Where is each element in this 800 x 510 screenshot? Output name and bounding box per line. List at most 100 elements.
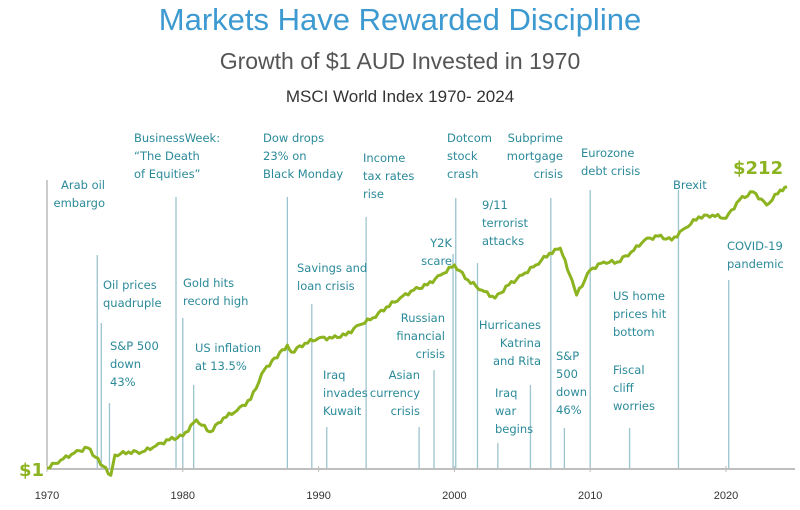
- event-label-line: S&P 500: [110, 339, 159, 353]
- event-label-line: war: [495, 404, 516, 418]
- series-line: [47, 185, 788, 477]
- event-label: Fiscal cliff worries: [613, 363, 655, 413]
- event-label-line: 500: [556, 367, 578, 381]
- event-label-line: record high: [183, 294, 248, 308]
- event-label: Subprime mortgage crisis: [507, 131, 563, 181]
- event-label-line: 9/11: [482, 198, 508, 212]
- event-label-line: cliff: [613, 381, 635, 395]
- event-label-line: stock: [447, 149, 478, 163]
- event-label: Iraq war begins: [495, 386, 533, 436]
- event-label-line: Dow drops: [263, 131, 324, 145]
- event-label-line: currency: [370, 386, 420, 400]
- event-label: Eurozone debt crisis: [581, 146, 640, 178]
- event-label-line: US inflation: [195, 341, 261, 355]
- event-label-line: Kuwait: [323, 404, 362, 418]
- event-label: Hurricanes Katrina and Rita: [479, 318, 541, 368]
- event-label-line: Arab oil: [61, 178, 105, 192]
- event-label: Oil prices quadruple: [103, 278, 162, 310]
- event-label-line: debt crisis: [581, 164, 640, 178]
- event-label-line: S&P: [556, 349, 579, 363]
- start-value-label: $1: [19, 460, 44, 481]
- event-label-line: tax rates: [363, 169, 414, 183]
- event-label-line: crisis: [391, 404, 420, 418]
- event-label-line: Income: [363, 151, 405, 165]
- event-label-line: crash: [447, 167, 478, 181]
- event-label: S&P 500 down 46%: [556, 349, 587, 417]
- event-label-line: Gold hits: [183, 276, 234, 290]
- event-label: Iraq invades Kuwait: [323, 368, 368, 418]
- event-label-line: Oil prices: [103, 278, 157, 292]
- event-label: Income tax rates rise: [363, 151, 414, 201]
- event-label-line: rise: [363, 187, 384, 201]
- event-label-line: at 13.5%: [195, 359, 247, 373]
- event-label-line: Eurozone: [581, 146, 635, 160]
- chart-title: Markets Have Rewarded Discipline: [158, 2, 642, 37]
- event-label-line: Iraq: [323, 368, 345, 382]
- event-label-line: Subprime: [508, 131, 563, 145]
- event-label-line: US home: [613, 289, 665, 303]
- x-tick-label: 2020: [714, 490, 738, 502]
- event-label-line: BusinessWeek:: [134, 131, 220, 145]
- event-label: COVID-19 pandemic: [727, 239, 784, 271]
- event-label: US inflation at 13.5%: [195, 341, 261, 373]
- event-label: Dotcom stock crash: [447, 131, 492, 181]
- event-label: Arab oil embargo: [54, 178, 106, 210]
- event-label-line: and Rita: [493, 354, 541, 368]
- event-label-line: quadruple: [103, 296, 162, 310]
- event-label-line: Savings and: [297, 261, 367, 275]
- event-label-line: Dotcom: [447, 131, 492, 145]
- event-label: Savings and loan crisis: [297, 261, 367, 293]
- event-label-line: “The Death: [134, 149, 200, 163]
- event-label-line: 23% on: [263, 149, 307, 163]
- event-label-line: begins: [495, 422, 533, 436]
- event-label: Russian financial crisis: [396, 311, 445, 361]
- event-label-line: Katrina: [500, 336, 541, 350]
- event-label-line: invades: [323, 386, 368, 400]
- event-label: Asian currency crisis: [370, 368, 420, 418]
- event-label-line: mortgage: [507, 149, 563, 163]
- event-label-line: Fiscal: [613, 363, 645, 377]
- end-value-label: $212: [733, 158, 783, 179]
- x-tick-label: 2010: [578, 490, 602, 502]
- event-label-line: prices hit: [613, 307, 667, 321]
- x-tick-label: 2000: [442, 490, 466, 502]
- event-label-line: Iraq: [495, 386, 517, 400]
- x-tick-label: 1990: [306, 490, 330, 502]
- event-label-line: Asian: [389, 368, 420, 382]
- event-label-line: Y2K: [429, 236, 452, 250]
- event-label: S&P 500 down 43%: [110, 339, 159, 389]
- event-label-line: of Equities”: [134, 167, 201, 181]
- event-label-line: Hurricanes: [479, 318, 541, 332]
- event-label-line: down: [110, 357, 141, 371]
- chart-subtitle: Growth of $1 AUD Invested in 1970: [219, 48, 581, 74]
- event-label-line: Russian: [401, 311, 445, 325]
- event-label-line: scare: [421, 254, 452, 268]
- event-label-line: terrorist: [482, 216, 529, 230]
- event-label-line: pandemic: [727, 257, 784, 271]
- event-label-line: worries: [613, 399, 655, 413]
- event-label-line: COVID-19: [727, 239, 783, 253]
- event-label: Brexit: [673, 178, 707, 192]
- event-label-line: crisis: [416, 347, 445, 361]
- event-label: Gold hits record high: [183, 276, 248, 308]
- event-label-line: Brexit: [673, 178, 707, 192]
- event-label: US home prices hit bottom: [613, 289, 667, 339]
- event-label-line: crisis: [534, 167, 563, 181]
- chart-subtitle-index: MSCI World Index 1970- 2024: [285, 87, 515, 106]
- event-label: Y2K scare: [421, 236, 452, 268]
- x-tick-label: 1980: [171, 490, 195, 502]
- event-label-line: down: [556, 385, 587, 399]
- event-label: 9/11 terrorist attacks: [482, 198, 529, 248]
- event-label-line: Black Monday: [263, 167, 343, 181]
- event-label-line: embargo: [54, 196, 106, 210]
- event-label-line: loan crisis: [297, 279, 355, 293]
- event-label: Dow drops 23% on Black Monday: [263, 131, 343, 181]
- event-label-line: financial: [396, 329, 445, 343]
- event-label: BusinessWeek: “The Death of Equities”: [134, 131, 220, 181]
- event-label-line: attacks: [482, 234, 524, 248]
- event-label-line: bottom: [613, 325, 655, 339]
- event-label-line: 43%: [110, 375, 136, 389]
- event-label-line: 46%: [556, 403, 582, 417]
- x-tick-label: 1970: [35, 490, 59, 502]
